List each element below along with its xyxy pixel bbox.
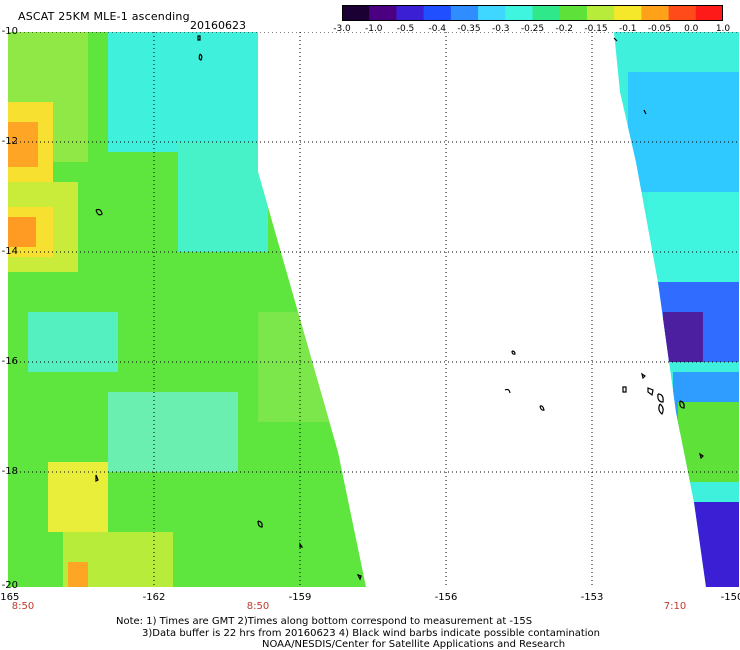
colorbar-label: -0.2 [555, 24, 574, 34]
colorbar-swatch [450, 5, 479, 21]
island-outlines [95, 35, 704, 581]
colorbar-swatch [559, 5, 588, 21]
colorbar-swatch [342, 5, 370, 21]
colorbar-label: 1.0 [715, 24, 731, 34]
lon-label: -162 [142, 592, 166, 603]
colorbar-swatch [586, 5, 615, 21]
colorbar-swatch [668, 5, 697, 21]
map-grid [8, 32, 739, 587]
lat-label: -10 [1, 26, 18, 37]
lat-label: -20 [1, 580, 18, 591]
lon-label: -156 [434, 592, 458, 603]
footnote-line-1: Note: 1) Times are GMT 2)Times along bot… [116, 616, 533, 627]
footnote-line-2: 3)Data buffer is 22 hrs from 20160623 4)… [142, 628, 600, 639]
lon-label: -159 [288, 592, 312, 603]
colorbar-swatch [369, 5, 398, 21]
colorbar-swatch [505, 5, 534, 21]
colorbar-swatch [641, 5, 670, 21]
colorbar-gradient [342, 5, 724, 21]
colorbar-border [342, 5, 723, 21]
lat-label: -14 [1, 246, 18, 257]
lat-label: -18 [1, 466, 18, 477]
colorbar-swatch [614, 5, 642, 21]
colorbar-swatch [532, 5, 561, 21]
colorbar-swatch [423, 5, 452, 21]
colorbar-label: -0.05 [647, 24, 672, 34]
colorbar-label: -0.35 [457, 24, 481, 34]
pass-time: 8:50 [246, 601, 270, 612]
colorbar-swatch [478, 5, 506, 21]
colorbar-label: -0.15 [584, 24, 608, 34]
colorbar-label: -3.0 [333, 24, 351, 34]
colorbar-label: -0.4 [428, 24, 447, 34]
colorbar-label: 0.0 [684, 24, 699, 34]
pass-time: 7:10 [663, 601, 687, 612]
footnote-line-3: NOAA/NESDIS/Center for Satellite Applica… [262, 639, 566, 650]
colorbar-swatch [396, 5, 425, 21]
colorbar [342, 5, 724, 21]
colorbar-swatch [695, 5, 724, 21]
product-title: ASCAT 25KM MLE-1 ascending [18, 10, 190, 23]
colorbar-label: -0.1 [618, 24, 637, 34]
lat-label: -16 [1, 356, 18, 367]
colorbar-label: -0.25 [520, 24, 545, 34]
product-date: 20160623 [190, 19, 246, 32]
ascat-map [8, 32, 739, 587]
lon-label: -153 [580, 592, 604, 603]
pass-time: 8:50 [11, 601, 35, 612]
left-swath [8, 32, 366, 587]
lat-label: -12 [1, 136, 18, 147]
colorbar-label: -0.5 [396, 24, 415, 34]
colorbar-label: -1.0 [364, 24, 383, 34]
colorbar-label: -0.3 [491, 24, 510, 34]
lon-label: -165 [0, 592, 20, 603]
right-swath [614, 32, 739, 587]
lon-label: -150 [720, 592, 740, 603]
